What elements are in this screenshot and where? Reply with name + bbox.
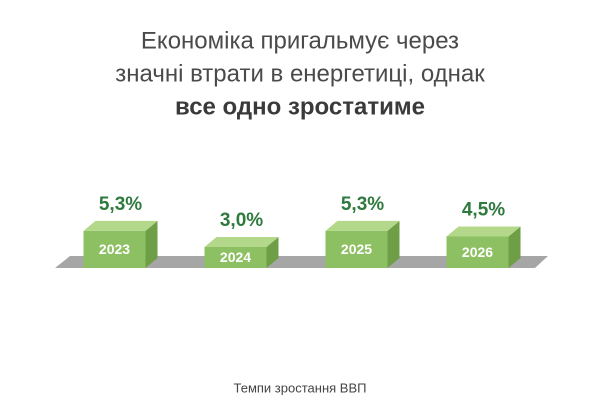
box-top [446,226,521,237]
platform [55,256,548,268]
box-side [266,237,279,268]
chart-title: все одно зростатиме [175,93,425,120]
box-side [145,220,158,268]
box-top [325,220,400,231]
chart-title: Економіка пригальмує через [141,27,459,54]
box-top [83,220,158,231]
value-label: 5,3% [99,194,142,215]
value-label: 3,0% [220,210,263,231]
bar [325,230,388,268]
box-side [387,220,400,268]
x-tick-label: 2024 [220,249,251,265]
box-top [204,237,279,247]
chart-title: значні втрати в енергетиці, однак [115,60,485,87]
bar [83,230,146,268]
value-label: 5,3% [341,194,384,215]
bar [446,236,509,268]
x-tick-label: 2025 [341,241,372,257]
box-side [508,226,521,268]
bar [204,247,267,268]
caption: Темпи зростання ВВП [234,380,367,395]
x-tick-label: 2026 [462,244,493,260]
value-label: 4,5% [462,200,505,221]
x-tick-label: 2023 [99,241,130,257]
